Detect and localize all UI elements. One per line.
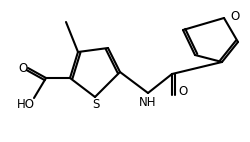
Text: O: O	[178, 84, 187, 98]
Text: O: O	[230, 10, 239, 22]
Text: HO: HO	[17, 98, 35, 110]
Text: NH: NH	[139, 96, 157, 108]
Text: O: O	[18, 61, 28, 75]
Text: S: S	[92, 99, 100, 111]
